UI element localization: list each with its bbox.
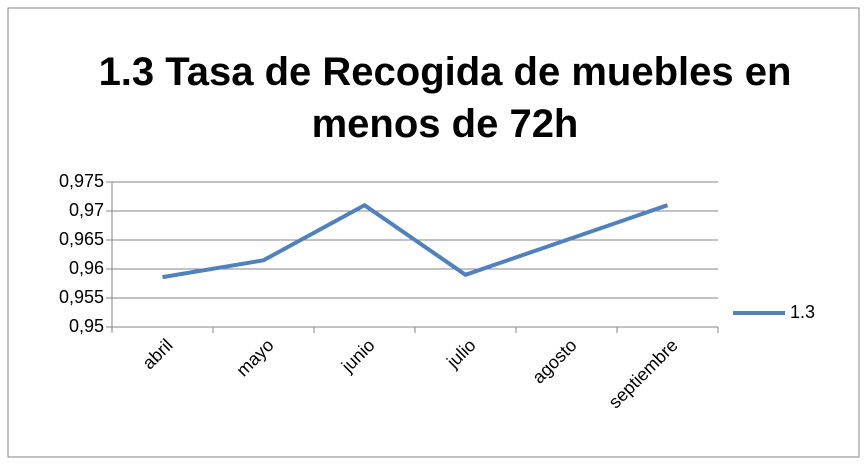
x-tick-label: julio — [442, 335, 479, 372]
y-tick-label: 0,96 — [69, 258, 104, 278]
x-tick-label: septiembre — [605, 335, 682, 412]
chart-border — [7, 7, 860, 458]
y-tick-label: 0,97 — [69, 200, 104, 220]
y-tick-label: 0,955 — [59, 287, 104, 307]
y-tick-label: 0,965 — [59, 229, 104, 249]
y-tick-label: 0,975 — [59, 171, 104, 191]
x-tick-label: agosto — [528, 335, 580, 387]
data-line — [162, 203, 669, 280]
x-tick-label: abril — [138, 335, 176, 373]
y-tick-label: 0,95 — [69, 316, 104, 336]
x-tick-label: junio — [337, 335, 379, 377]
chart-title: 1.3 Tasa de Recogida de muebles en menos… — [98, 50, 792, 146]
x-tick-label: mayo — [232, 335, 277, 380]
legend-label: 1.3 — [790, 302, 815, 322]
